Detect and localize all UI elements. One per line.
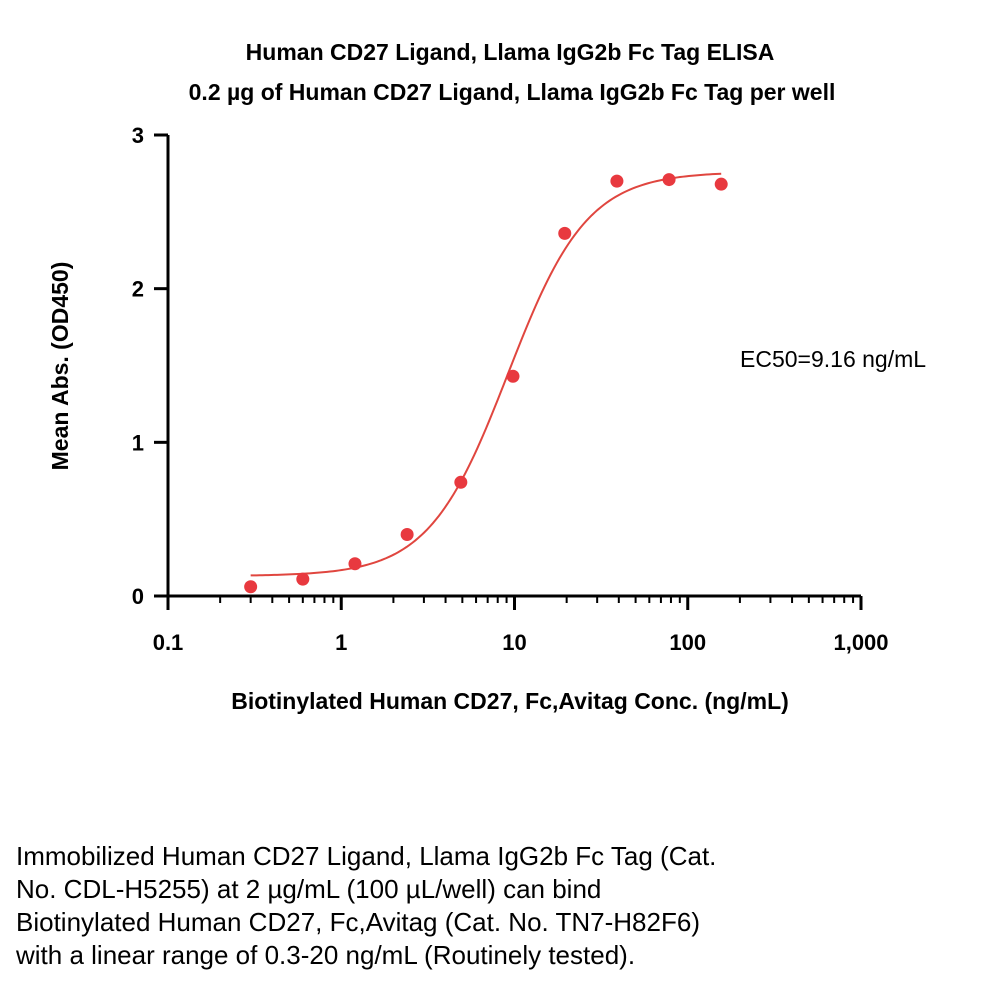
data-point [296, 572, 310, 586]
data-point [348, 557, 362, 571]
data-point [400, 528, 414, 542]
chart-subtitle: 0.2 µg of Human CD27 Ligand, Llama IgG2b… [189, 79, 836, 105]
x-tick-label: 0.1 [153, 630, 184, 655]
data-point [610, 174, 624, 188]
data-point [454, 475, 468, 489]
y-tick-label: 1 [132, 430, 144, 455]
caption-line: Biotinylated Human CD27, Fc,Avitag (Cat.… [16, 907, 700, 937]
caption-line: No. CDL-H5255) at 2 µg/mL (100 µL/well) … [16, 874, 602, 904]
data-point [244, 580, 258, 594]
x-tick-label: 1,000 [833, 630, 888, 655]
y-tick-label: 3 [132, 123, 144, 148]
chart-title: Human CD27 Ligand, Llama IgG2b Fc Tag EL… [246, 39, 775, 65]
axes: 0 1 2 3 0.1 1 10 100 1,000 [132, 123, 889, 655]
caption-line: with a linear range of 0.3-20 ng/mL (Rou… [16, 940, 636, 970]
fit-curve [250, 172, 722, 577]
y-tick-label: 2 [132, 277, 144, 302]
data-points [244, 173, 728, 594]
data-point [662, 173, 676, 187]
elisa-chart: Human CD27 Ligand, Llama IgG2b Fc Tag EL… [47, 39, 926, 714]
x-tick-label: 10 [502, 630, 526, 655]
ec50-annotation: EC50=9.16 ng/mL [740, 346, 926, 372]
x-tick-label: 100 [669, 630, 706, 655]
x-tick-label: 1 [335, 630, 347, 655]
x-axis-label: Biotinylated Human CD27, Fc,Avitag Conc.… [231, 688, 789, 714]
data-point [714, 177, 728, 191]
data-point [558, 226, 572, 240]
figure-caption: Immobilized Human CD27 Ligand, Llama IgG… [16, 840, 976, 972]
y-axis-label: Mean Abs. (OD450) [47, 262, 73, 471]
data-point [506, 369, 520, 383]
y-tick-label: 0 [132, 584, 144, 609]
caption-line: Immobilized Human CD27 Ligand, Llama IgG… [16, 841, 717, 871]
